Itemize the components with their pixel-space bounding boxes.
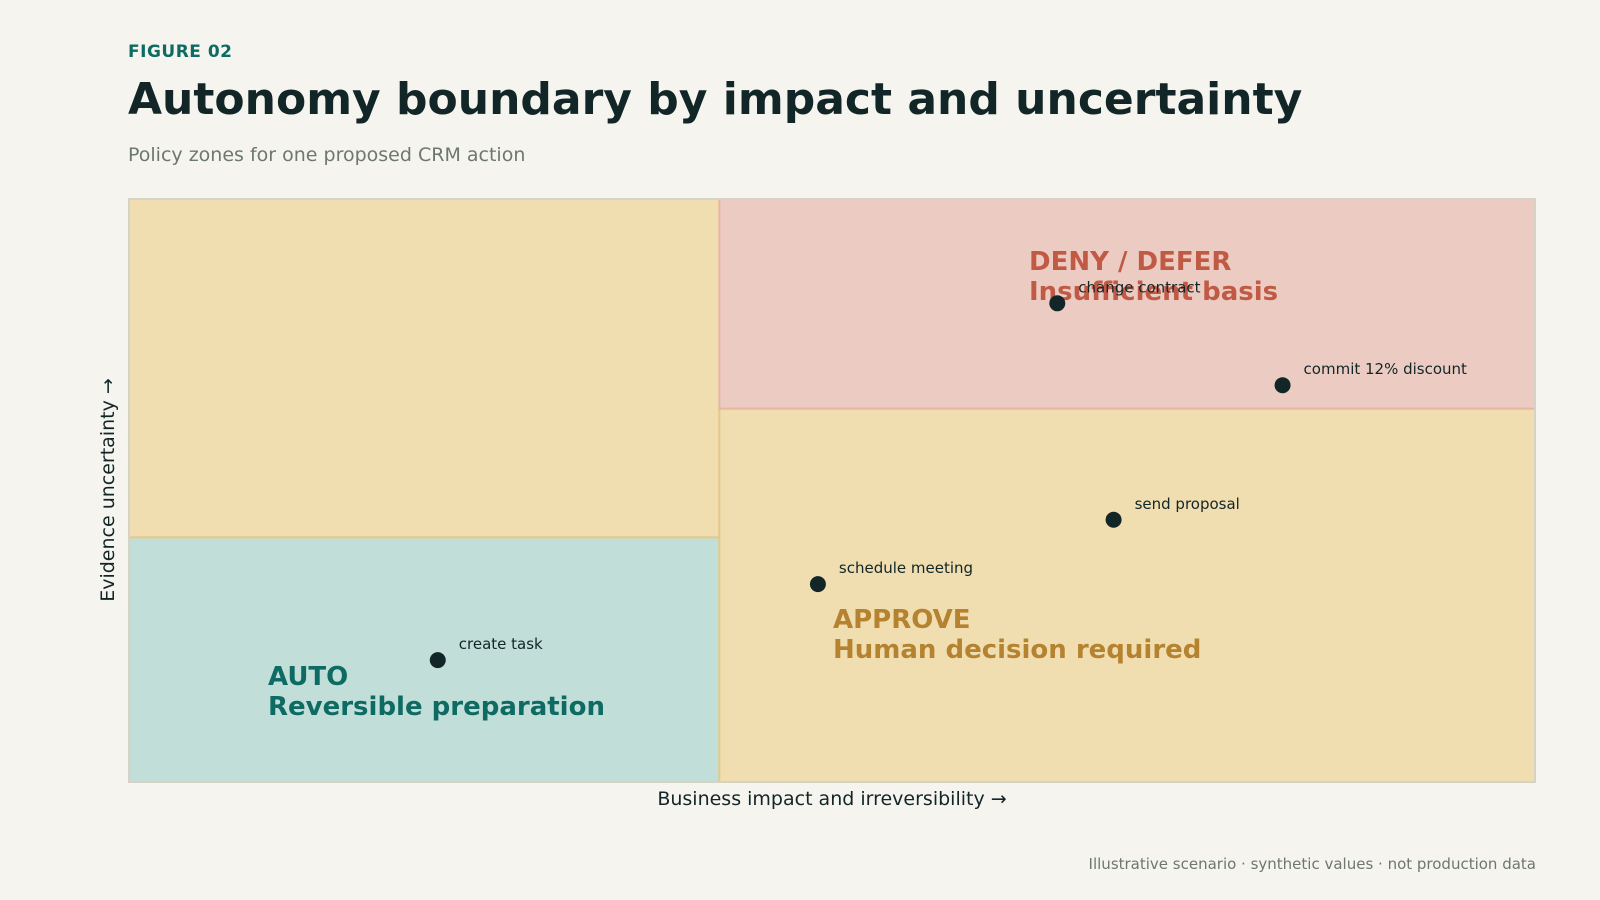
point-change-contract <box>1049 295 1066 312</box>
zone-label-approve-title: APPROVE <box>833 605 971 635</box>
point-commit-12-discount <box>1274 377 1291 394</box>
point-label-create-task: create task <box>459 635 543 653</box>
point-label-send-proposal: send proposal <box>1135 495 1240 513</box>
point-schedule-meeting <box>809 576 826 593</box>
point-label-change-contract: change contract <box>1078 278 1200 296</box>
zone-deny <box>718 198 1536 410</box>
zone-label-auto-title: AUTO <box>268 662 348 692</box>
zone-label-deny-title: DENY / DEFER <box>1029 247 1231 277</box>
chart-title: Autonomy boundary by impact and uncertai… <box>128 74 1303 125</box>
zone-label-deny-subtitle: Insufficient basis <box>1029 277 1278 307</box>
point-send-proposal <box>1105 511 1122 528</box>
point-label-schedule-meeting: schedule meeting <box>839 559 973 577</box>
point-label-commit-12-discount: commit 12% discount <box>1304 360 1468 378</box>
x-axis-label: Business impact and irreversibility → <box>657 788 1007 810</box>
plot-border <box>128 198 1536 783</box>
y-axis-label: Evidence uncertainty → <box>97 378 119 602</box>
zone-label-approve-subtitle: Human decision required <box>833 635 1201 665</box>
point-create-task <box>429 652 446 669</box>
zone-approve-left <box>128 198 721 539</box>
zone-label-auto-subtitle: Reversible preparation <box>268 692 605 722</box>
figure-label: FIGURE 02 <box>128 42 233 62</box>
chart-subtitle: Policy zones for one proposed CRM action <box>128 144 526 166</box>
zone-auto <box>128 536 721 783</box>
zone-approve <box>718 407 1536 783</box>
footnote: Illustrative scenario · synthetic values… <box>1088 855 1536 873</box>
